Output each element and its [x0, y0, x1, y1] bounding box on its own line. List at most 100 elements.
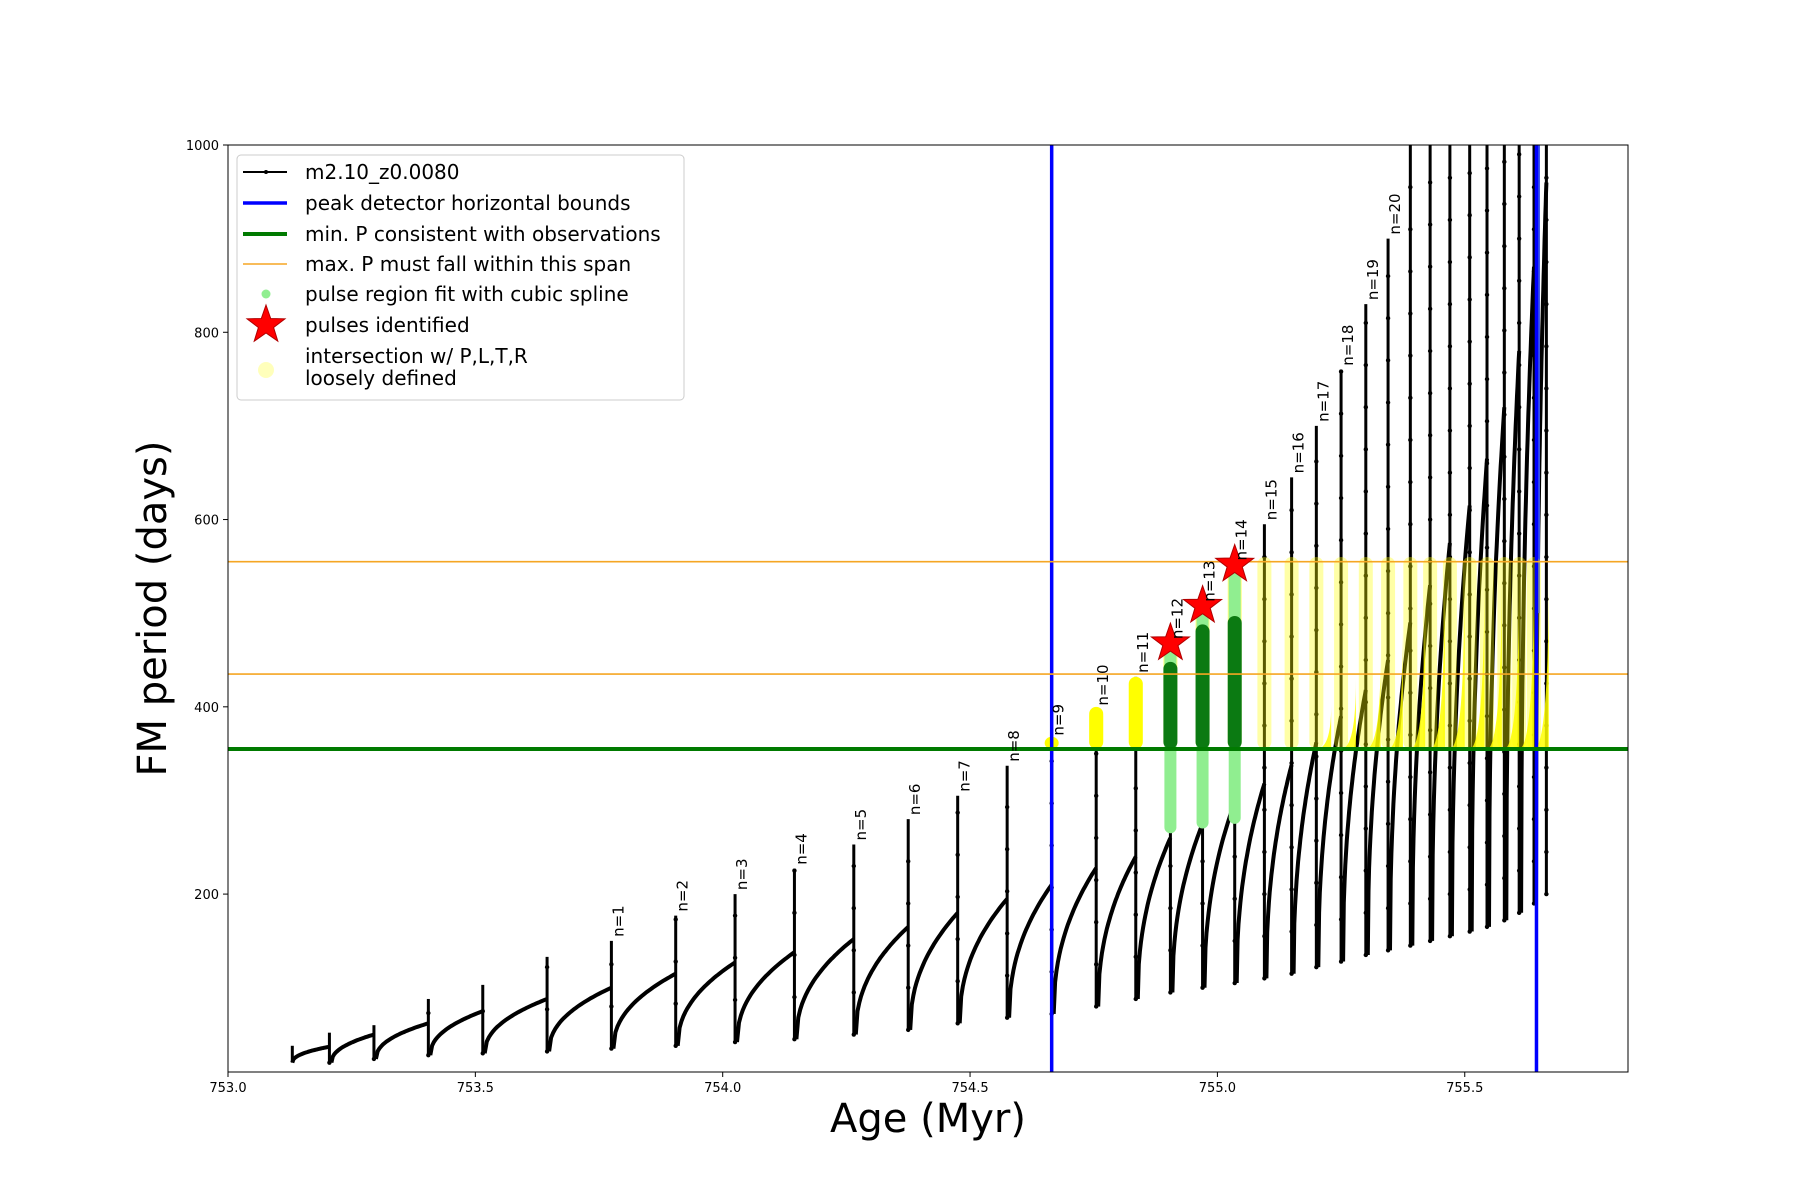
track-point [1544, 428, 1549, 433]
track-point [1484, 376, 1490, 382]
track-point [1363, 657, 1369, 663]
track-point [1385, 442, 1391, 447]
track-point [1516, 320, 1522, 326]
track-point [1338, 495, 1344, 501]
track-point [1427, 517, 1433, 522]
track-point [1385, 695, 1391, 700]
track-segment [1096, 855, 1138, 1007]
track-segment [1170, 823, 1205, 993]
track-segment [1051, 866, 1098, 1014]
track-point [1516, 615, 1522, 621]
track-point [1314, 880, 1319, 886]
track-point [1447, 681, 1453, 686]
intersection-region [1358, 557, 1373, 749]
track-point [1289, 887, 1294, 892]
track-point [1467, 718, 1472, 724]
track-point [1408, 732, 1413, 738]
track-point [1544, 217, 1549, 223]
track-point [1427, 390, 1433, 396]
track-point [1484, 461, 1490, 466]
track-point [1289, 507, 1294, 513]
track-point [1232, 896, 1237, 901]
track-point [1168, 905, 1173, 911]
track-point [1502, 328, 1507, 333]
track-point [1516, 194, 1522, 199]
track-point [1544, 554, 1549, 560]
track-point [1262, 849, 1267, 855]
identified-pulse-star [1149, 621, 1191, 661]
x-tick-label: 753.5 [457, 1081, 494, 1096]
track-point [1544, 301, 1549, 307]
track-point [1544, 765, 1549, 770]
track-point [1385, 400, 1391, 405]
track-point [1363, 362, 1369, 368]
track-point [1093, 835, 1099, 841]
track-point [1093, 877, 1099, 883]
track-point [1338, 453, 1344, 459]
legend-box [236, 154, 685, 401]
pulse-number-label: n=19 [1364, 259, 1382, 300]
track-point [1516, 404, 1522, 410]
track-point [1004, 846, 1010, 852]
track-point [1467, 381, 1472, 386]
track-segment [428, 1009, 484, 1056]
track-point [955, 936, 960, 942]
track-point [1544, 807, 1549, 813]
x-tick-label: 753.0 [209, 1081, 246, 1096]
track-segment [290, 1044, 330, 1064]
track-point [1447, 301, 1453, 307]
intersection-region [1423, 557, 1438, 749]
track-point [1484, 629, 1490, 635]
track-point [1004, 973, 1010, 978]
pulse-number-label: n=9 [1050, 704, 1068, 736]
track-point [1004, 804, 1010, 810]
track-point [1467, 676, 1472, 681]
intersection-region [1442, 557, 1457, 749]
track-point [1427, 643, 1433, 649]
track-point [851, 863, 856, 869]
track-segment [1007, 883, 1054, 1018]
y-tick-label: 1000 [186, 139, 219, 154]
pulse-number-label: n=8 [1005, 730, 1023, 762]
pulse-number-label: n=6 [906, 784, 924, 816]
intersection-region [1480, 557, 1495, 749]
legend-swatch [258, 362, 274, 378]
track-point [1133, 828, 1138, 833]
track-point [1502, 581, 1507, 586]
track-point [1467, 465, 1472, 471]
track-point [1289, 676, 1294, 681]
track-point [1427, 685, 1433, 691]
track-point [1338, 875, 1344, 880]
track-point [544, 964, 550, 970]
track-point [1363, 573, 1369, 578]
track-point [1093, 962, 1099, 967]
track-point [1427, 348, 1433, 354]
track-point [1363, 826, 1369, 831]
track-point [1447, 639, 1453, 644]
track-point [1168, 948, 1173, 953]
track-point [1427, 812, 1433, 817]
y-axis-label: FM period (days) [130, 441, 176, 777]
track-point [1447, 217, 1453, 223]
legend-swatch-dot [264, 170, 268, 174]
track-point [1427, 433, 1433, 438]
track-point [1262, 891, 1267, 897]
track-point [1484, 208, 1490, 213]
legend-swatch [261, 289, 271, 299]
track-point [1467, 255, 1472, 260]
plot-area [228, 145, 1628, 1072]
intersection-region [1410, 585, 1426, 749]
intersection-region [1519, 561, 1535, 749]
spline-region-core [1227, 615, 1242, 749]
track-point [906, 985, 911, 990]
track-point [1363, 615, 1369, 621]
track-point [1385, 358, 1391, 363]
track-point [1544, 639, 1549, 644]
track-point [792, 952, 797, 958]
track-point [1484, 292, 1490, 298]
track-point [1447, 554, 1453, 560]
track-point [1447, 512, 1453, 518]
track-point [1467, 423, 1472, 429]
track-point [1502, 496, 1507, 502]
